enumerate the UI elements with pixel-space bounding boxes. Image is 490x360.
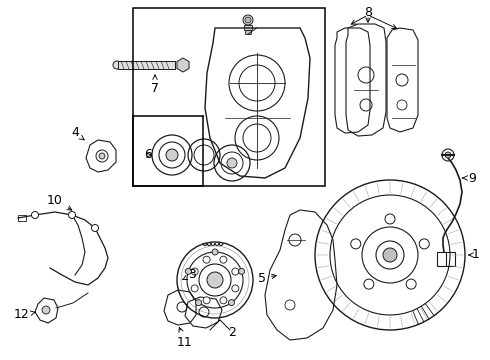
Circle shape [212,249,218,255]
Circle shape [203,256,210,263]
Circle shape [207,272,223,288]
Text: 8: 8 [364,5,372,18]
Circle shape [185,268,192,274]
Circle shape [191,268,198,275]
Circle shape [243,15,253,25]
Circle shape [385,214,395,224]
Circle shape [445,152,451,158]
Circle shape [220,256,227,263]
Bar [118,61,175,69]
Circle shape [232,268,239,275]
Bar [18,215,26,221]
Circle shape [166,149,178,161]
Text: 5: 5 [258,271,276,284]
Circle shape [191,285,198,292]
Circle shape [239,268,245,274]
Circle shape [31,211,39,219]
Circle shape [196,300,201,306]
Text: 4: 4 [71,126,84,140]
Text: 10: 10 [47,194,72,210]
Bar [437,252,455,266]
Circle shape [245,17,251,23]
Text: 2: 2 [228,327,236,339]
Circle shape [228,300,234,306]
Bar [245,30,251,34]
Text: 3: 3 [183,269,196,282]
Circle shape [232,285,239,292]
Circle shape [227,158,237,168]
Bar [133,8,325,186]
Circle shape [364,279,374,289]
Polygon shape [177,58,189,72]
Text: 12: 12 [14,309,35,321]
Text: 1: 1 [469,248,480,261]
Circle shape [99,153,105,159]
Circle shape [42,306,50,314]
Circle shape [113,61,121,69]
Circle shape [220,297,227,304]
Text: 6: 6 [144,148,152,162]
Text: 7: 7 [151,75,159,94]
Text: 11: 11 [177,328,193,348]
Circle shape [69,211,75,219]
Text: 9: 9 [463,171,476,184]
Circle shape [203,297,210,304]
Circle shape [406,279,416,289]
Bar [244,25,252,30]
Circle shape [92,225,98,231]
Circle shape [419,239,429,249]
Circle shape [351,239,361,249]
Circle shape [383,248,397,262]
